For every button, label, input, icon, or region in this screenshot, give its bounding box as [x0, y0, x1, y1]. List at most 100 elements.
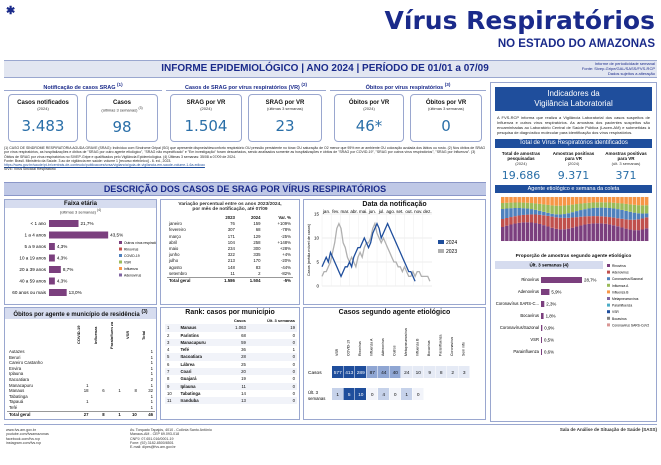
collection-bar-segment: [554, 214, 558, 218]
collection-bar-segment: [616, 203, 620, 210]
etiology-value: 0: [417, 392, 420, 398]
agent-cell: 1: [150, 360, 153, 366]
table-row: Careiro Castanho 1: [7, 360, 155, 366]
etiology-cell: [458, 366, 470, 378]
var-cell: -20%: [280, 258, 291, 264]
collection-bar-segment: [595, 202, 600, 208]
rank-cell: Guajará: [180, 376, 197, 382]
collection-bar-segment: [587, 223, 591, 241]
table-row: Manaus 18 6 1 8 32: [7, 388, 155, 394]
age-legend-item: Outros vírus respiratórios: [124, 241, 156, 245]
agent-cell: 46: [148, 411, 153, 417]
table-row: Iplauna 1: [7, 371, 155, 377]
etiology-value: 5: [348, 392, 351, 398]
x-tick-label: out.: [405, 209, 413, 214]
collection-bar-segment: [587, 208, 591, 217]
age-pct: 13,0%: [69, 291, 82, 296]
age-legend-item: VSR: [124, 261, 132, 265]
banner-title: INFORME EPIDEMIOLÓGICO | ANO 2024 | PERÍ…: [161, 63, 489, 74]
footer-link-youtube[interactable]: youtube.com/fvsamazonas: [6, 432, 49, 437]
collection-bar-segment: [558, 229, 563, 241]
collection-bar-segment: [644, 217, 649, 229]
collection-bar-segment: [575, 226, 579, 241]
collection-bar-segment: [587, 202, 591, 209]
collection-bar-segment: [505, 202, 509, 209]
var-cell: 104: [227, 239, 235, 245]
collection-bar-segment: [628, 211, 632, 220]
y-tick-label: 15: [314, 212, 320, 217]
agent-cell: 1: [86, 399, 89, 405]
agent-cell: 1: [150, 382, 153, 388]
footer-divider: [4, 424, 657, 425]
collection-bar-segment: [529, 203, 534, 210]
notification-chart-panel: Data da notificação 0 5 10 15 jan. fev. mar. ab…: [303, 199, 486, 305]
rank-cell: Iranduba: [180, 398, 199, 404]
collection-bar-segment: [579, 216, 583, 226]
y-tick-label: 0: [316, 284, 319, 289]
var-cell: 234: [227, 246, 235, 252]
age-label: 5 a 9 anos: [25, 244, 47, 249]
collection-bar-segment: [620, 218, 624, 228]
etiology-cell: [355, 366, 366, 378]
age-label: 20 a 39 anos: [19, 267, 46, 272]
etiology-cell: [412, 388, 424, 400]
rank-cell: Manaus: [180, 325, 197, 331]
rank-cell: 4: [167, 347, 170, 353]
var-cell: fevereiro: [169, 227, 186, 233]
etiology-value: 0: [371, 392, 374, 398]
agent-cell: Itacoatiara: [9, 376, 30, 382]
var-cell: 1.586: [224, 278, 235, 284]
lab-kpis: Total de amostras pesquisadas (2024) 19.…: [495, 151, 652, 182]
rank-cell: 68: [241, 332, 246, 338]
agent-cell: 27: [83, 411, 89, 417]
collection-bar-segment: [579, 225, 583, 241]
collection-bar-segment: [521, 222, 526, 241]
etiology-cell: [435, 366, 447, 378]
rank-cell: 1.063: [235, 325, 246, 331]
rank-cell: 1: [292, 347, 295, 353]
var-cell: Total geral: [169, 278, 191, 284]
footer-link-facebook[interactable]: facebook.com/fvs.rcp: [6, 436, 40, 441]
y-tick-label: 10: [314, 236, 320, 241]
age-pct: 4,3%: [57, 256, 67, 261]
collection-bar-segment: [624, 197, 628, 204]
var-cell: -82%: [280, 270, 291, 276]
collection-bar-segment: [612, 217, 616, 226]
rank-cell: 20: [241, 368, 246, 374]
table-row: Itacoatiara 2: [7, 377, 155, 383]
collection-bar-segment: [616, 226, 620, 241]
footer-link-instagram[interactable]: instagram.com/fvs.rcp: [6, 440, 42, 445]
reference-link[interactable]: https://www.gov.br/saude/pt-br/centrais-…: [4, 163, 205, 168]
age-bar: [49, 220, 79, 228]
proportion-value: 2,3%: [546, 302, 556, 307]
collection-bar-segment: [517, 202, 521, 209]
proportion-legend-item: Parainfluenza: [612, 304, 632, 308]
table-row: 11 Iranduba 13 0: [165, 397, 297, 405]
collection-bar-segment: [525, 208, 530, 215]
var-cell: agosto: [169, 264, 182, 270]
table-row: janeiro 76 159 +109%: [167, 221, 293, 227]
collection-bar-segment: [607, 202, 612, 208]
x-tick-label: mai.: [359, 209, 368, 214]
footer-link-site[interactable]: www.fvs.am.gov.br: [6, 428, 36, 432]
legend-swatch: [119, 273, 122, 277]
agent-cell: 1: [86, 382, 89, 388]
x-tick-label: jan.: [322, 209, 330, 214]
table-row: Manacapuru 1 1: [7, 383, 155, 389]
etiology-value: 2: [451, 370, 454, 376]
collection-bar-segment: [620, 209, 624, 219]
age-bar-chart: < 1 ano 21,7% 1 a 4 anos 43,5% 5 a 9 anos 4,3…: [12, 220, 162, 297]
notif-title: Notificação de casos SRAG (1): [4, 82, 162, 91]
obitos-section: Óbitos por vírus respiratórios (3) Óbito…: [330, 82, 486, 144]
x-tick-label: jul.: [378, 209, 385, 214]
var-cell: 1.504: [249, 278, 261, 284]
deaths-table: COVID-19 Influenza Parainfluen za VSR Total A…: [7, 319, 155, 417]
etiology-cell: [378, 388, 389, 400]
collection-bar-segment: [501, 197, 505, 203]
collection-bar-segment: [587, 216, 591, 224]
collection-bar-segment: [566, 217, 571, 229]
etiology-value: 577: [334, 370, 342, 376]
age-label: 10 a 19 anos: [19, 256, 46, 261]
chart-legend-item: 2024: [446, 240, 457, 246]
agent-cell: Total geral: [9, 411, 31, 417]
